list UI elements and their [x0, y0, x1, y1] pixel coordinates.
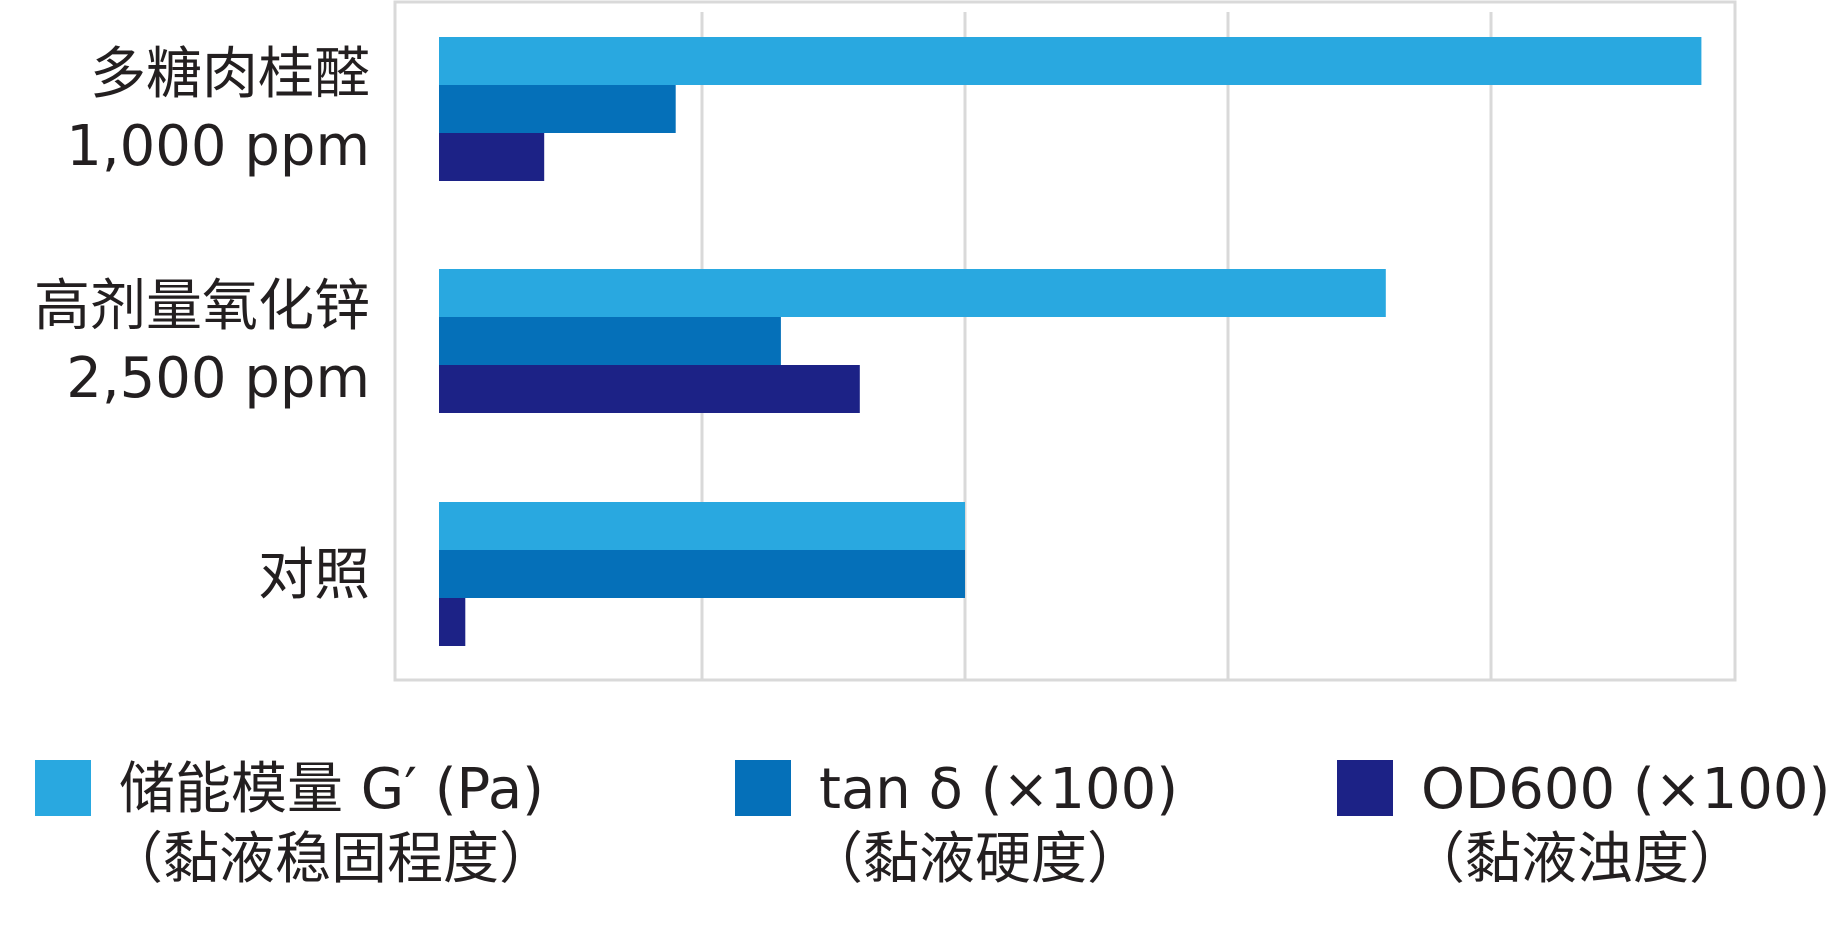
- legend-label: 储能模量 G′ (Pa): [119, 757, 544, 822]
- bars-layer: [439, 37, 1702, 646]
- bar-1-3: [439, 502, 965, 550]
- legend-label: tan δ (×100): [819, 757, 1178, 822]
- bar-3-2: [439, 365, 860, 413]
- legend-swatch: [735, 760, 791, 816]
- bar-3-1: [439, 133, 545, 181]
- legend-label-line2: （黏液硬度）: [807, 827, 1143, 892]
- legend-swatch: [1337, 760, 1393, 816]
- category-label: 1,000 ppm: [66, 114, 370, 179]
- category-label: 多糖肉桂醛: [90, 42, 370, 107]
- bar-3-3: [439, 598, 466, 646]
- plot-frame: [393, 0, 1737, 682]
- category-labels: 多糖肉桂醛 1,000 ppm 高剂量氧化锌 2,500 ppm 对照: [34, 42, 370, 608]
- bar-2-2: [439, 317, 781, 365]
- bar-1-1: [439, 37, 1702, 85]
- category-label: 2,500 ppm: [66, 346, 370, 411]
- legend-label-line2: （黏液浊度）: [1409, 827, 1745, 892]
- category-label: 对照: [258, 543, 370, 608]
- legend-swatch: [35, 760, 91, 816]
- category-label: 高剂量氧化锌: [34, 274, 370, 339]
- legend-label-line2: （黏液稳固程度）: [107, 827, 555, 892]
- legend-label: OD600 (×100): [1421, 757, 1828, 822]
- bar-2-1: [439, 85, 676, 133]
- legend: 储能模量 G′ (Pa)（黏液稳固程度） tan δ (×100)（黏液硬度） OD…: [35, 757, 1828, 892]
- bar-2-3: [439, 550, 965, 598]
- bar-1-2: [439, 269, 1386, 317]
